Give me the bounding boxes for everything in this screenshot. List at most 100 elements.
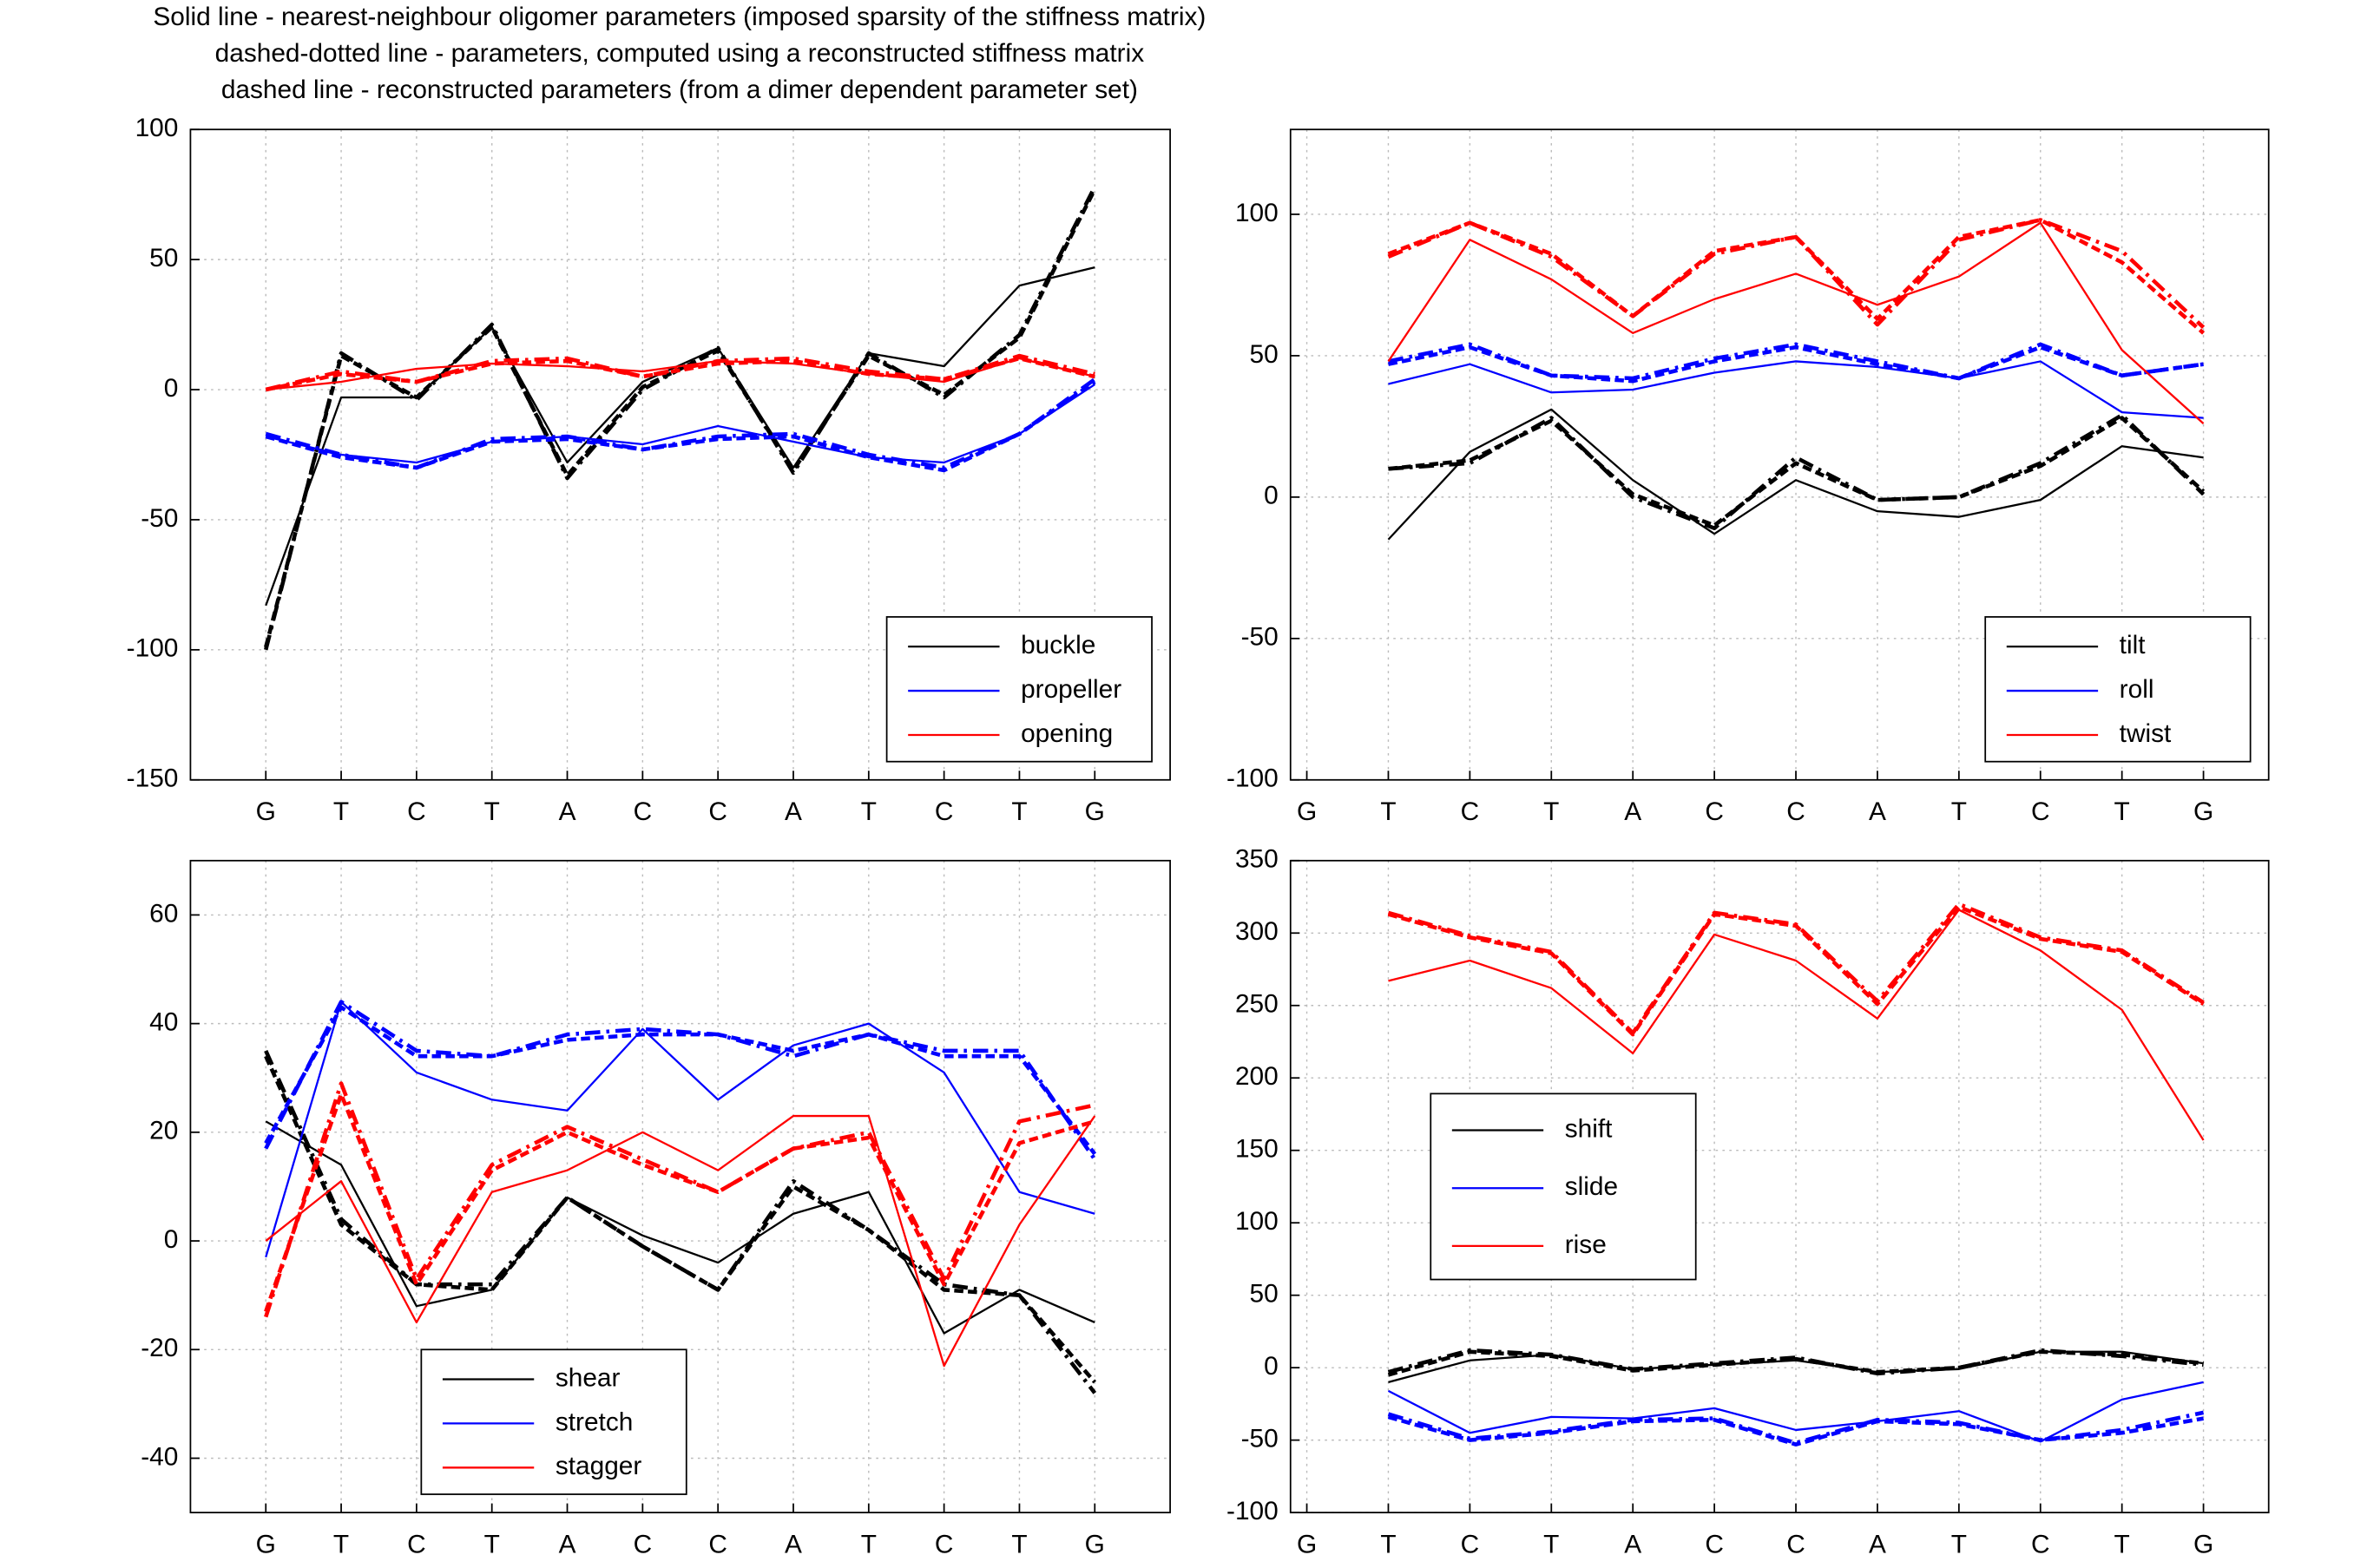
series-line-dashdot	[264, 1081, 1095, 1318]
x-tick-label: A	[1869, 797, 1886, 826]
axes-frame	[1289, 128, 2270, 781]
y-tick-label: -100	[1226, 764, 1279, 793]
x-tick-label: T	[861, 1531, 877, 1559]
legend-label: tilt	[2120, 631, 2147, 659]
x-tick-label: T	[1543, 797, 1559, 826]
legend-label: twist	[2120, 719, 2172, 748]
series-line-dashed	[1387, 1349, 2204, 1377]
x-tick-label: T	[333, 1531, 349, 1559]
legend-label: shear	[556, 1363, 621, 1392]
series-line-solid	[1388, 909, 2205, 1141]
axes-frame	[189, 128, 1171, 781]
x-tick-label: T	[1380, 1531, 1396, 1559]
series-line-dashed	[264, 1005, 1097, 1156]
figure-title-line: dashed-dotted line - parameters, compute…	[215, 39, 1145, 68]
series-line-dashdot	[1387, 902, 2205, 1035]
y-tick-label: 100	[135, 114, 179, 142]
x-tick-label: C	[634, 1531, 653, 1559]
legend-label: propeller	[1021, 675, 1121, 704]
legend-label: stretch	[556, 1407, 634, 1436]
x-tick-label: T	[2114, 797, 2130, 826]
y-tick-label: 50	[1250, 340, 1279, 369]
x-tick-label: T	[1380, 797, 1396, 826]
x-tick-label: T	[1543, 1531, 1559, 1559]
series-line-dashdot	[1388, 413, 2206, 530]
series-line-solid	[1387, 1381, 2204, 1443]
legend-label: roll	[2120, 675, 2154, 704]
x-tick-label: T	[861, 797, 877, 826]
x-tick-label: C	[634, 797, 653, 826]
x-tick-label: C	[935, 1531, 954, 1559]
x-tick-label: C	[407, 797, 426, 826]
x-tick-label: T	[1951, 1531, 1967, 1559]
x-tick-label: C	[1461, 797, 1480, 826]
x-tick-label: A	[559, 1531, 576, 1559]
legend-box	[420, 1348, 687, 1495]
x-tick-label: G	[1085, 797, 1105, 826]
series-line-dashdot	[1387, 1410, 2205, 1446]
series-line-dashed	[265, 380, 1096, 473]
x-tick-label: T	[484, 797, 500, 826]
series-line-dashed	[264, 1055, 1097, 1384]
legend-label: buckle	[1021, 631, 1095, 659]
legend-label: opening	[1021, 719, 1113, 748]
y-tick-label: 100	[1235, 1207, 1279, 1236]
x-tick-label: T	[1011, 1531, 1027, 1559]
x-tick-label: T	[2114, 1531, 2130, 1559]
legend-label: slide	[1565, 1172, 1618, 1201]
x-tick-label: C	[1705, 1531, 1724, 1559]
series-line-solid	[1387, 221, 2205, 424]
x-tick-label: G	[2193, 797, 2213, 826]
y-tick-label: 150	[1235, 1135, 1279, 1164]
x-tick-label: T	[1011, 797, 1027, 826]
y-tick-label: -50	[1241, 1424, 1279, 1453]
x-tick-label: G	[2193, 1531, 2213, 1559]
y-tick-label: 60	[149, 899, 178, 928]
y-tick-label: 300	[1235, 917, 1279, 946]
y-tick-label: -100	[127, 634, 179, 663]
series-line-solid	[265, 384, 1095, 464]
x-tick-label: T	[484, 1531, 500, 1559]
x-tick-label: G	[1085, 1531, 1105, 1559]
y-tick-label: -40	[141, 1442, 178, 1471]
x-tick-label: G	[1297, 1531, 1317, 1559]
y-tick-label: 50	[149, 244, 178, 272]
series-line-solid	[265, 266, 1095, 607]
legend-box	[1430, 1092, 1697, 1281]
series-line-dashdot	[264, 1049, 1097, 1394]
legend-label: rise	[1565, 1230, 1607, 1259]
x-tick-label: C	[1786, 797, 1805, 826]
series-line-solid	[265, 1120, 1095, 1335]
legend-box	[1984, 616, 2252, 763]
x-tick-label: C	[935, 797, 954, 826]
figure-title-line: Solid line - nearest-neighbour oligomer …	[153, 3, 1206, 31]
y-tick-label: -50	[141, 504, 178, 533]
series-line-dashdot	[265, 377, 1096, 470]
y-tick-label: 0	[164, 374, 179, 403]
x-tick-label: A	[1624, 1531, 1641, 1559]
series-line-dashed	[264, 1092, 1095, 1313]
x-tick-label: C	[1786, 1531, 1805, 1559]
y-tick-label: -150	[127, 764, 179, 793]
x-tick-label: A	[785, 797, 802, 826]
y-tick-label: 100	[1235, 199, 1279, 227]
figure-title-line: dashed line - reconstructed parameters (…	[221, 75, 1138, 104]
y-tick-label: 0	[1264, 482, 1279, 510]
x-tick-label: C	[2031, 1531, 2050, 1559]
axes-frame	[189, 859, 1171, 1513]
y-tick-label: 250	[1235, 990, 1279, 1019]
series-line-solid	[1387, 408, 2204, 541]
series-line-dashdot	[264, 1000, 1097, 1161]
y-tick-label: 0	[164, 1225, 179, 1254]
x-tick-label: A	[1624, 797, 1641, 826]
y-tick-label: 200	[1235, 1062, 1279, 1091]
x-tick-label: T	[1951, 797, 1967, 826]
x-tick-label: A	[559, 797, 576, 826]
y-tick-label: 0	[1264, 1352, 1279, 1381]
y-tick-label: 350	[1235, 845, 1279, 874]
x-tick-label: T	[333, 797, 349, 826]
x-tick-label: A	[1869, 1531, 1886, 1559]
x-tick-label: C	[407, 1531, 426, 1559]
